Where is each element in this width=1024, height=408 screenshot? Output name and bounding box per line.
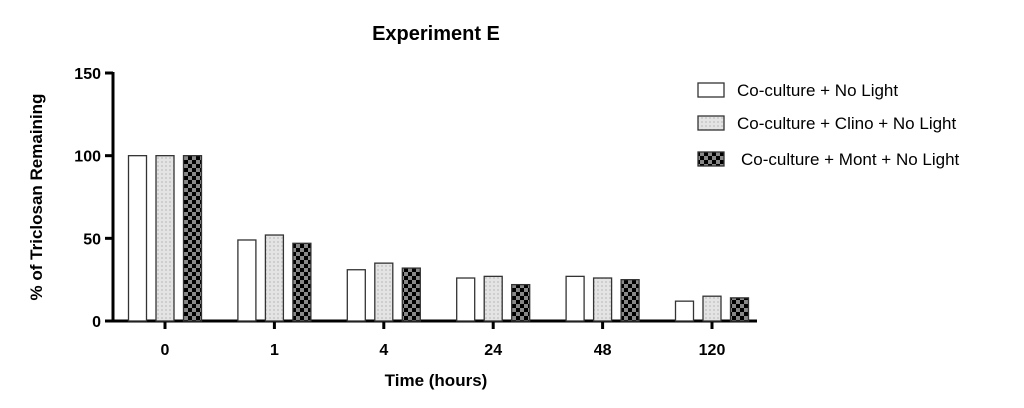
x-tick-label: 24 bbox=[484, 342, 502, 359]
bar bbox=[264, 234, 285, 322]
bar bbox=[456, 277, 476, 322]
legend-swatch bbox=[697, 115, 725, 131]
bar bbox=[346, 269, 366, 322]
y-tick-label: 0 bbox=[92, 314, 101, 331]
bar bbox=[565, 275, 585, 322]
x-axis-label: Time (hours) bbox=[385, 371, 488, 390]
bar bbox=[702, 295, 722, 322]
y-axis-label: % of Triclosan Remaining bbox=[27, 94, 46, 301]
bar bbox=[155, 155, 175, 322]
bar bbox=[511, 283, 531, 322]
legend-label: Co-culture + Mont + No Light bbox=[741, 150, 960, 169]
x-tick-label: 4 bbox=[379, 342, 388, 359]
bar bbox=[620, 279, 640, 322]
legend-swatch bbox=[697, 151, 725, 167]
x-tick-label: 1 bbox=[270, 342, 279, 359]
legend-swatch bbox=[697, 82, 725, 98]
chart-title: Experiment E bbox=[372, 23, 500, 45]
bar bbox=[182, 155, 203, 322]
y-tick-label: 100 bbox=[74, 149, 101, 166]
y-tick-label: 150 bbox=[74, 66, 101, 83]
bar bbox=[674, 300, 695, 322]
legend-label: Co-culture + Clino + No Light bbox=[737, 114, 957, 133]
bar bbox=[127, 155, 148, 322]
y-tick-label: 50 bbox=[83, 231, 101, 248]
x-tick-label: 48 bbox=[594, 342, 612, 359]
bar bbox=[483, 275, 503, 322]
bar bbox=[292, 242, 312, 322]
bar bbox=[374, 262, 394, 322]
bar bbox=[237, 239, 257, 322]
x-tick-label: 120 bbox=[699, 342, 726, 359]
bar bbox=[729, 297, 750, 322]
x-tick-label: 0 bbox=[161, 342, 170, 359]
legend-label: Co-culture + No Light bbox=[737, 81, 898, 100]
bar bbox=[592, 277, 613, 322]
bar bbox=[401, 267, 421, 322]
